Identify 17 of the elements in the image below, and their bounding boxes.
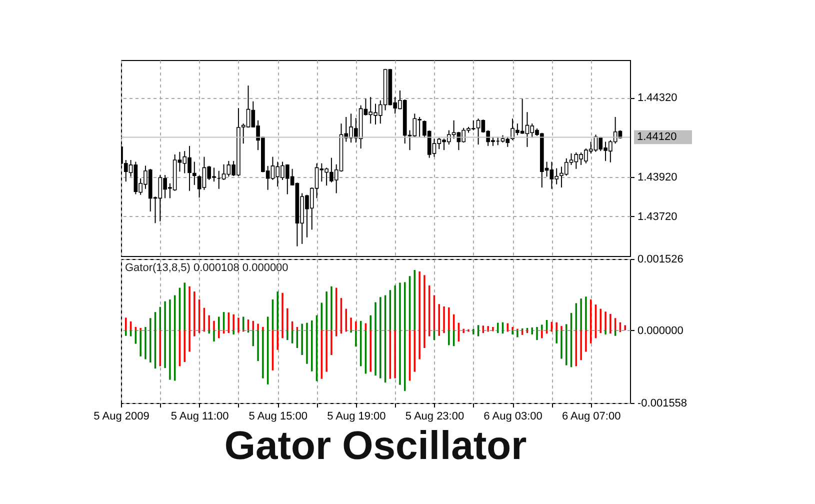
x-tick-label: 5 Aug 23:00 xyxy=(405,410,464,422)
x-tick-label: 5 Aug 11:00 xyxy=(170,410,229,422)
candlestick xyxy=(192,161,196,186)
y-tick-label: 1.44320 xyxy=(638,92,678,104)
x-tick-label: 6 Aug 07:00 xyxy=(562,410,621,422)
annotation: Gator(13,8,5) 0.000108 0.000000 xyxy=(125,262,288,274)
x-tick-label: 5 Aug 15:00 xyxy=(248,410,308,422)
ref-line-label: 1.44120 xyxy=(637,131,677,144)
y-tick-label: 1.43920 xyxy=(638,171,678,184)
y-tick-label: 1.43720 xyxy=(638,210,678,223)
text: Gator Oscillator xyxy=(224,424,527,468)
x-tick-label: 6 Aug 03:00 xyxy=(484,410,542,422)
y-tick-label: 0.001526 xyxy=(638,254,684,266)
x-tick-label: 5 Aug 19:00 xyxy=(327,410,386,422)
y-tick-label: 0.000000 xyxy=(638,324,684,337)
y-tick-label: -0.001558 xyxy=(638,398,688,410)
x-tick-label: 5 Aug 2009 xyxy=(94,410,150,422)
